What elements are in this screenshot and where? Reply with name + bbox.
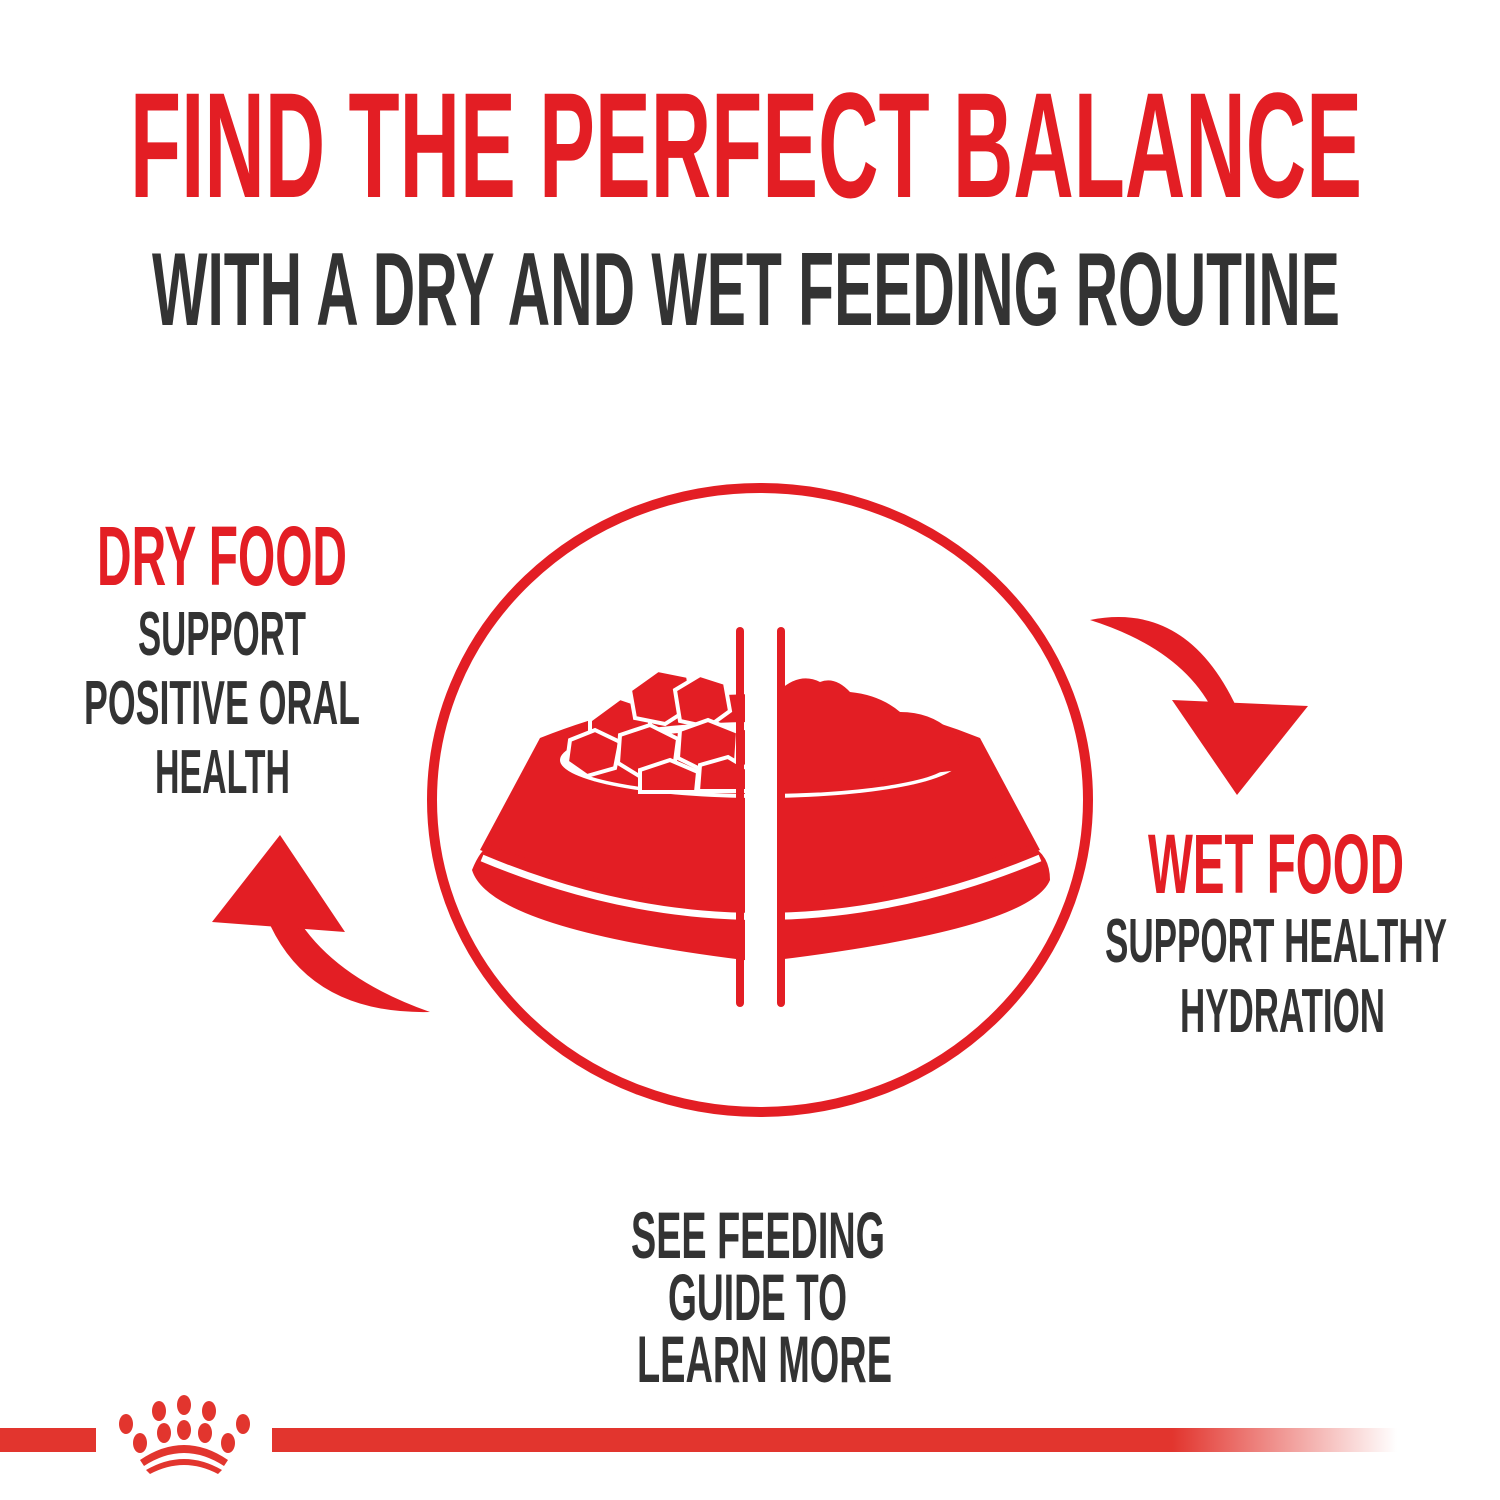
brand-bar (0, 1428, 96, 1452)
bowl-circle (427, 483, 1093, 1117)
cta-line: LEARN MORE (637, 1322, 892, 1396)
wet-food-section: WET FOOD SUPPORT HEALTHY HYDRATION (1105, 817, 1447, 1046)
dry-food-section: DRY FOOD SUPPORT POSITIVE ORAL HEALTH (84, 509, 360, 807)
headline-title: FIND THE PERFECT BALANCE (130, 61, 1362, 229)
dry-food-line: POSITIVE ORAL (84, 669, 360, 738)
brand-bar (272, 1428, 1397, 1452)
dry-food-line: SUPPORT (138, 600, 306, 669)
dry-food-line: HEALTH (155, 738, 290, 807)
split-food-bowl-icon (472, 627, 1050, 1007)
curved-arrow-icon (1090, 617, 1308, 795)
cta-line: GUIDE TO (668, 1260, 847, 1334)
feeding-guide-cta: SEE FEEDING GUIDE TO LEARN MORE (631, 1198, 892, 1396)
curved-arrow-icon (212, 835, 430, 1013)
wet-food-heading: WET FOOD (1148, 817, 1404, 911)
cta-line: SEE FEEDING (631, 1198, 885, 1272)
wet-food-line: HYDRATION (1180, 977, 1385, 1046)
crown-logo (119, 1395, 250, 1474)
dry-food-heading: DRY FOOD (97, 509, 347, 603)
headline-subtitle: WITH A DRY AND WET FEEDING ROUTINE (152, 232, 1340, 348)
wet-food-line: SUPPORT HEALTHY (1105, 907, 1447, 976)
